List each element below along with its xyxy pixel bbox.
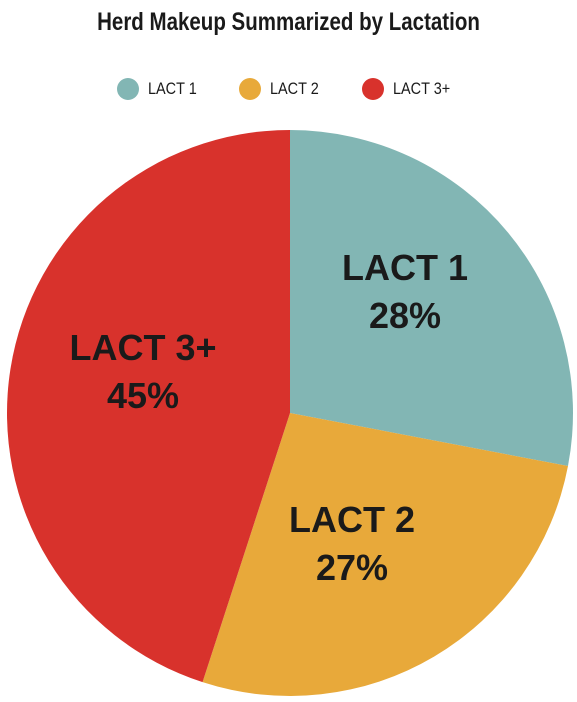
slice-label-name-lact-1: LACT 1 — [342, 247, 468, 288]
slice-label-name-lact-3-plus: LACT 3+ — [69, 327, 216, 368]
legend-swatch-lact-3-plus — [361, 78, 384, 100]
legend-swatch-lact-1 — [117, 78, 140, 100]
slice-label-value-lact-2: 27% — [316, 547, 388, 588]
pie-slice-lact-3-plus — [7, 130, 291, 683]
pie-slice-lact-1 — [290, 130, 574, 467]
chart-legend: LACT 1 LACT 2 LACT 3+ — [0, 78, 577, 100]
slice-label-name-lact-2: LACT 2 — [289, 499, 415, 540]
legend-item-lact-3-plus: LACT 3+ — [361, 78, 460, 100]
chart-title: Herd Makeup Summarized by Lactation — [97, 8, 480, 36]
legend-label-lact-1: LACT 1 — [148, 79, 197, 98]
legend-item-lact-2: LACT 2 — [239, 78, 327, 100]
pie-slice-lact-2 — [202, 413, 568, 697]
slice-label-value-lact-3-plus: 45% — [107, 375, 179, 416]
slice-label-value-lact-1: 28% — [369, 295, 441, 336]
legend-swatch-lact-2 — [239, 78, 262, 100]
legend-label-lact-3-plus: LACT 3+ — [392, 79, 450, 98]
legend-item-lact-1: LACT 1 — [117, 78, 205, 100]
legend-label-lact-2: LACT 2 — [270, 79, 320, 98]
